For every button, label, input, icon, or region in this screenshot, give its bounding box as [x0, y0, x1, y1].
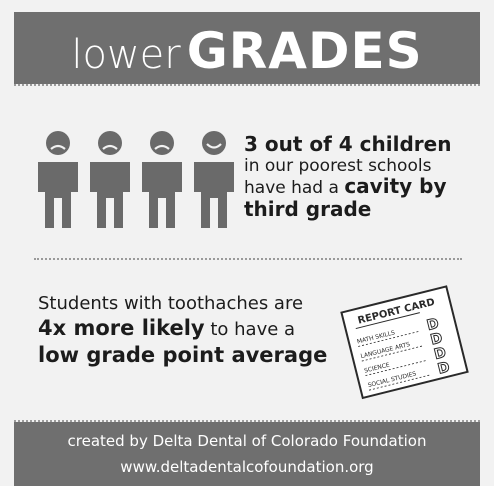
stat2-line3: low grade point average — [38, 343, 328, 367]
stat2-line2-rest: to have a — [204, 319, 296, 340]
sad-child-icon — [34, 130, 82, 230]
children-icons — [34, 130, 234, 230]
children-cavity-stat: 3 out of 4 children in our poorest schoo… — [244, 132, 484, 220]
report-card-icon: REPORT CARD MATH SKILLS LANGUAGE ARTS SC… — [330, 280, 480, 400]
banner-divider — [14, 84, 480, 86]
footer-divider — [14, 420, 480, 422]
stat2-line2: 4x more likely to have a — [38, 316, 328, 342]
happy-child-icon — [190, 130, 238, 230]
title-light: lower — [71, 32, 181, 78]
stat2-line1: Students with toothaches are — [38, 293, 304, 314]
footer-credit: created by Delta Dental of Colorado Foun… — [67, 432, 427, 450]
title-bold: GRADES — [186, 22, 423, 80]
stat1-line3-prefix: have had a — [244, 178, 345, 198]
title-banner: lower GRADES — [14, 12, 480, 84]
stat1-line3: have had a cavity by — [244, 176, 484, 198]
stat1-line4: third grade — [244, 197, 372, 221]
grade-mark: D — [425, 316, 440, 334]
grade-mark: D — [433, 345, 448, 363]
stat1-line2: in our poorest schools — [244, 156, 432, 176]
toothache-stat: Students with toothaches are 4x more lik… — [38, 292, 328, 368]
stat1-line3-bold: cavity by — [344, 174, 447, 198]
footer-banner: created by Delta Dental of Colorado Foun… — [14, 422, 480, 486]
stat2-line2-bold: 4x more likely — [38, 316, 205, 340]
sad-child-icon — [138, 130, 186, 230]
footer-url: www.deltadentalcofoundation.org — [120, 458, 374, 476]
grade-mark: D — [429, 330, 444, 348]
grade-mark: D — [436, 359, 451, 377]
section-divider — [34, 258, 462, 260]
sad-child-icon — [86, 130, 134, 230]
page-title: lower GRADES — [14, 22, 480, 80]
stat1-headline: 3 out of 4 children — [244, 132, 452, 156]
